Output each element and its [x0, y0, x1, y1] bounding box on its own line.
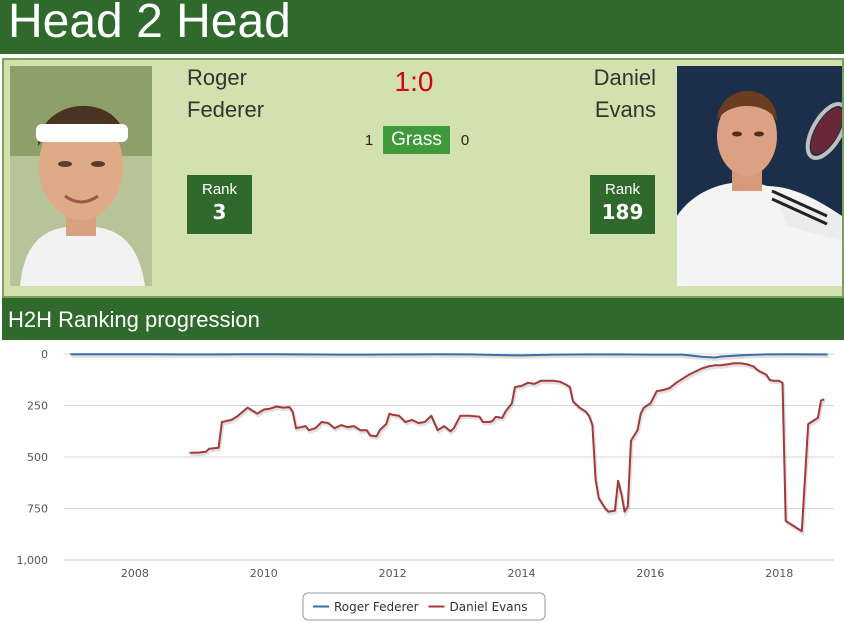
series-line-0: [70, 353, 828, 359]
x-tick-label: 2016: [636, 567, 664, 580]
chart-y-axis: 0 250 500 750 1,000: [17, 348, 49, 567]
h2h-score: 1:0: [394, 66, 434, 97]
evans-photo-icon: [677, 66, 842, 286]
player1-first-name: Roger: [187, 65, 247, 90]
player2-rank-value: 189: [601, 200, 644, 224]
legend-item-0[interactable]: Roger Federer: [334, 600, 419, 614]
player2-rank-box: Rank 189: [590, 175, 655, 234]
y-tick-label: 500: [27, 451, 48, 464]
x-tick-label: 2018: [765, 567, 793, 580]
chart-legend[interactable]: Roger Federer Daniel Evans: [302, 592, 546, 621]
player1-rank-label: Rank: [201, 181, 238, 198]
title-bar: Head 2 Head: [0, 0, 844, 54]
player1-name: Roger Federer: [187, 62, 264, 126]
y-tick-label: 250: [27, 400, 48, 413]
ranking-section-title: H2H Ranking progression: [8, 307, 260, 332]
series-shadow: [71, 354, 829, 362]
player2-rank-label: Rank: [604, 181, 641, 198]
chart-series: [70, 353, 829, 536]
y-tick-label: 750: [27, 503, 48, 516]
surface-badge: Grass: [383, 126, 450, 154]
player2-first-name: Daniel: [593, 65, 656, 90]
surface-row: 1 Grass 0: [359, 126, 479, 154]
ranking-chart: 0 250 500 750 1,000 2008 2010 2012 2014 2016 2018…: [2, 342, 842, 623]
player1-last-name: Federer: [187, 97, 265, 122]
x-tick-label: 2014: [507, 567, 535, 580]
x-tick-label: 2008: [121, 567, 149, 580]
chart-grid: [64, 353, 834, 561]
player1-rank-value: 3: [212, 200, 227, 224]
player1-rank-box: Rank 3: [187, 175, 252, 234]
ranking-chart-svg: 0 250 500 750 1,000 2008 2010 2012 2014 2016 2018…: [17, 348, 834, 621]
legend-box: [302, 592, 546, 621]
x-tick-label: 2010: [250, 567, 278, 580]
series-line-1: [189, 362, 825, 533]
player2-last-name: Evans: [594, 97, 656, 122]
player1-surface-wins: 1: [364, 132, 374, 149]
y-tick-label: 0: [41, 348, 48, 361]
series-shadow: [190, 363, 826, 536]
ranking-section-header: H2H Ranking progression: [2, 298, 844, 340]
player2-name: Daniel Evans: [594, 62, 656, 126]
federer-photo-icon: [10, 66, 152, 286]
h2h-panel: Roger Federer 1:0 1 Grass 0 Daniel Evans…: [2, 58, 844, 298]
chart-x-axis: 2008 2010 2012 2014 2016 2018: [64, 559, 834, 580]
page-title: Head 2 Head: [8, 0, 291, 48]
x-tick-label: 2012: [379, 567, 407, 580]
player2-surface-wins: 0: [460, 132, 470, 149]
legend-item-1[interactable]: Daniel Evans: [450, 600, 528, 614]
y-tick-label: 1,000: [17, 554, 49, 567]
